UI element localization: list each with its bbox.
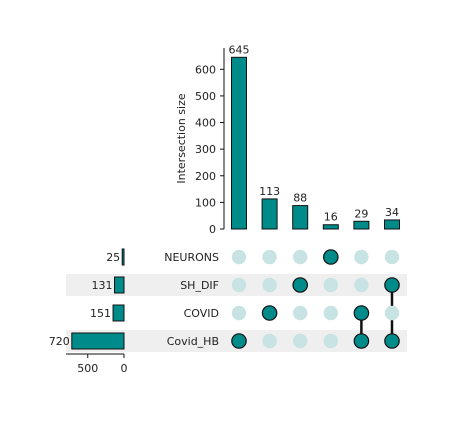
intersection-bar [322, 224, 339, 230]
membership-dot-inactive [384, 249, 400, 265]
y-tick-label: 0 [209, 223, 216, 236]
y-tick-label: 500 [195, 90, 216, 103]
set-size-bar [71, 332, 125, 350]
intersection-bar-label: 16 [324, 211, 338, 224]
membership-dot-inactive [354, 277, 369, 293]
membership-dot-active [322, 249, 339, 265]
membership-dot-active [353, 305, 370, 321]
intersection-bar [261, 198, 278, 230]
set-size-bar [121, 248, 125, 266]
set-name-label: SH_DIF [180, 279, 219, 292]
intersection-matrix: NEURONS SH_DIF COVID Covid_HB [164, 249, 400, 349]
intersection-bar-label: 113 [259, 185, 280, 198]
set-size-bar [114, 276, 125, 294]
membership-dot-inactive [354, 249, 369, 265]
intersection-bar [353, 220, 370, 230]
set-size-label: 151 [90, 307, 111, 320]
membership-dot-inactive [293, 333, 308, 349]
set-size-chart: 25 131 151 720 500 0 [49, 248, 128, 375]
membership-dot-active [292, 277, 308, 293]
set-size-label: 720 [49, 335, 70, 348]
membership-dot-inactive [323, 333, 338, 349]
set-name-label: COVID [184, 307, 219, 320]
membership-dot-inactive [262, 277, 277, 293]
intersection-bar-label: 34 [385, 206, 399, 219]
membership-dot-inactive [231, 305, 247, 321]
intersection-bar [292, 205, 309, 230]
membership-dot-inactive [293, 249, 308, 265]
membership-dot-inactive [293, 305, 308, 321]
set-axis-tick-label: 0 [121, 362, 128, 375]
y-tick-label: 400 [195, 117, 216, 130]
y-tick-label: 600 [195, 63, 216, 76]
set-name-label: Covid_HB [167, 335, 219, 348]
membership-dot-inactive [384, 305, 400, 321]
set-size-bar [112, 304, 125, 322]
y-tick-label: 300 [195, 143, 216, 156]
set-name-label: NEURONS [164, 251, 219, 264]
intersection-bar [384, 219, 400, 230]
intersection-bar [231, 56, 247, 230]
membership-dot-active [384, 277, 400, 293]
intersection-bar-label: 29 [354, 207, 368, 220]
membership-dot-inactive [323, 277, 338, 293]
set-axis-tick-label: 500 [77, 362, 98, 375]
membership-dot-active [384, 333, 400, 349]
membership-dot-inactive [323, 305, 338, 321]
y-tick-label: 100 [195, 196, 216, 209]
set-size-label: 131 [92, 279, 113, 292]
intersection-size-chart: 0 100 200 300 400 500 600 Intersection size 645 1… [175, 43, 400, 236]
membership-dot-inactive [262, 333, 277, 349]
membership-dot-inactive [262, 249, 277, 265]
intersection-bar-label: 88 [293, 192, 307, 205]
membership-dot-active [353, 333, 370, 349]
y-tick-label: 200 [195, 170, 216, 183]
set-size-label: 25 [106, 251, 120, 264]
intersection-bar-label: 645 [229, 43, 250, 56]
membership-dot-inactive [231, 277, 247, 293]
y-axis-label: Intersection size [175, 93, 188, 183]
membership-dot-active [261, 305, 278, 321]
membership-dot-inactive [231, 249, 247, 265]
membership-dot-active [231, 333, 247, 349]
